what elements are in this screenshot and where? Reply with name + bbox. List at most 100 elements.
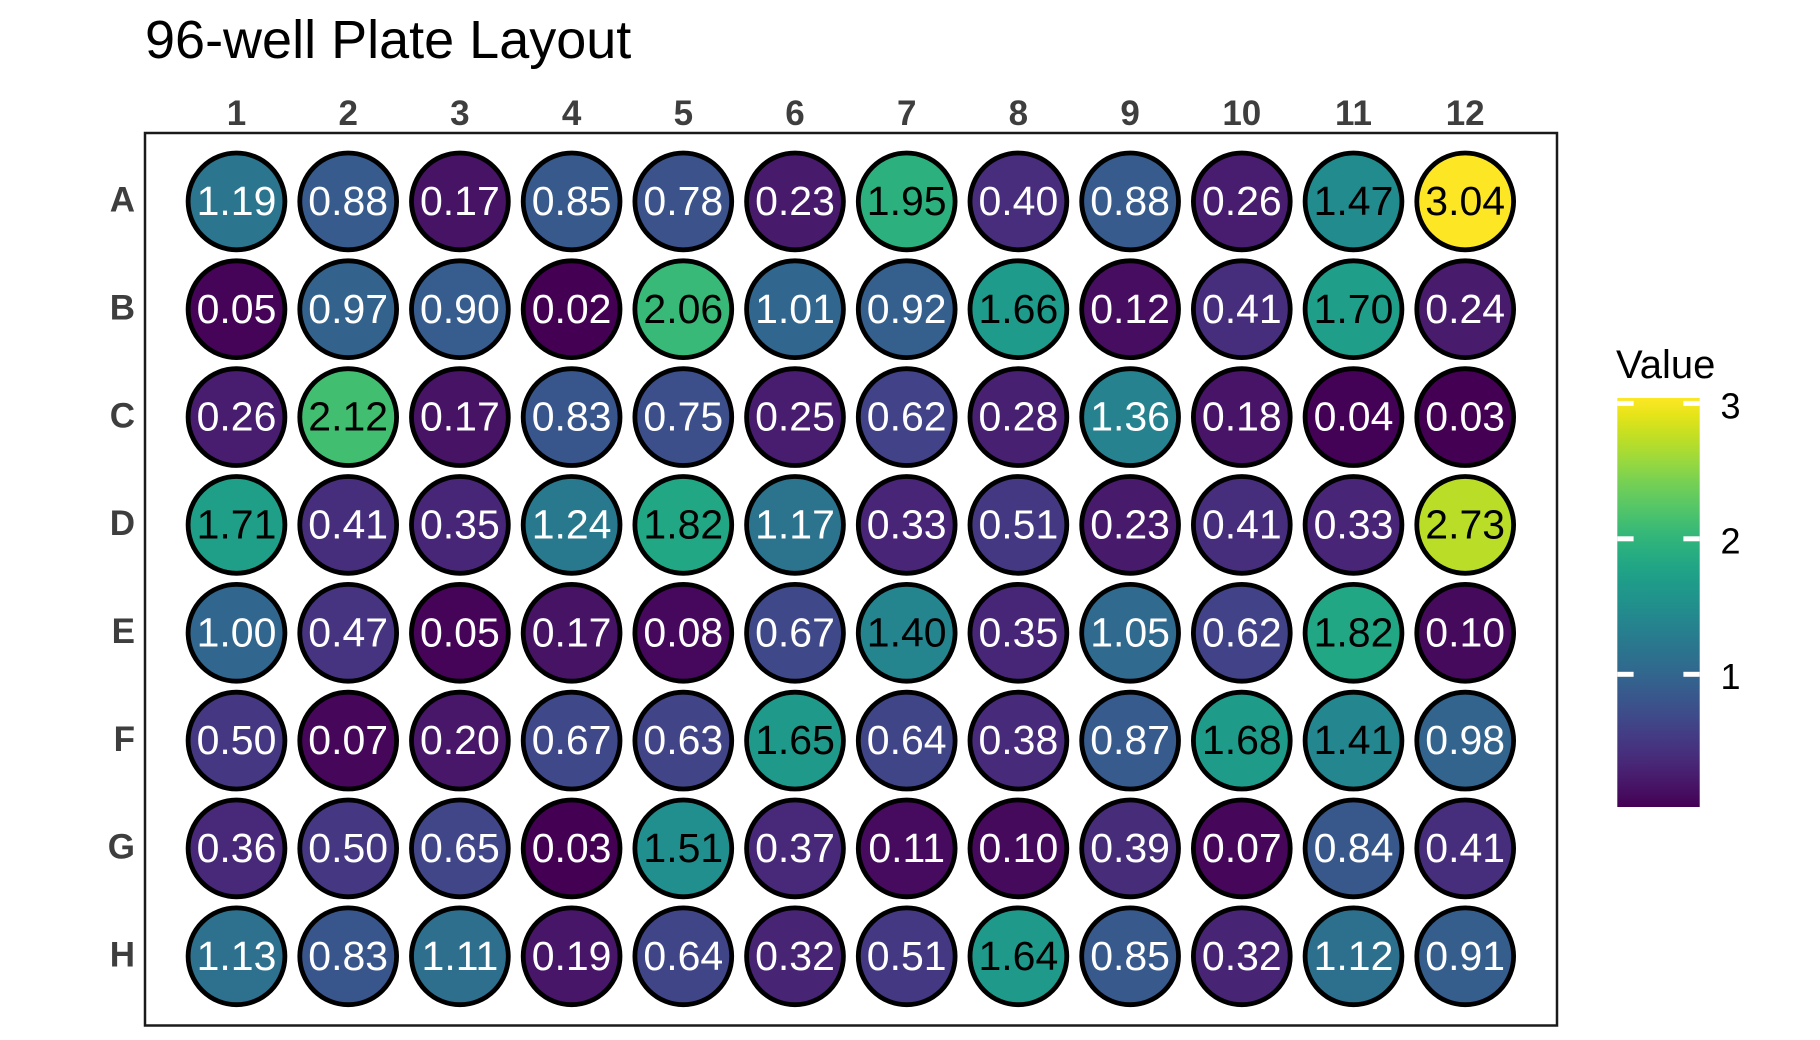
svg-text:0.03: 0.03 <box>532 825 612 871</box>
svg-text:3: 3 <box>450 94 469 133</box>
svg-text:0.10: 0.10 <box>978 825 1058 871</box>
svg-text:0.04: 0.04 <box>1314 394 1394 440</box>
svg-text:0.88: 0.88 <box>308 178 388 224</box>
svg-text:E: E <box>112 612 135 651</box>
svg-text:0.62: 0.62 <box>1202 609 1282 655</box>
svg-text:6: 6 <box>785 94 804 133</box>
svg-text:2: 2 <box>338 94 357 133</box>
svg-text:0.32: 0.32 <box>755 933 835 979</box>
svg-text:1.66: 1.66 <box>978 286 1058 332</box>
svg-text:0.41: 0.41 <box>1202 286 1282 332</box>
svg-text:3: 3 <box>1721 385 1741 426</box>
svg-text:G: G <box>108 828 135 867</box>
svg-text:0.84: 0.84 <box>1314 825 1394 871</box>
svg-text:0.05: 0.05 <box>197 286 277 332</box>
svg-text:1.24: 1.24 <box>532 502 612 548</box>
svg-text:1.13: 1.13 <box>197 933 277 979</box>
svg-text:0.18: 0.18 <box>1202 394 1282 440</box>
svg-text:0.26: 0.26 <box>197 394 277 440</box>
svg-text:5: 5 <box>674 94 693 133</box>
svg-text:0.85: 0.85 <box>1090 933 1170 979</box>
svg-text:D: D <box>110 504 135 543</box>
svg-text:9: 9 <box>1120 94 1139 133</box>
svg-text:1.70: 1.70 <box>1314 286 1394 332</box>
svg-text:7: 7 <box>897 94 916 133</box>
svg-text:0.63: 0.63 <box>643 717 723 763</box>
svg-text:0.41: 0.41 <box>1202 502 1282 548</box>
svg-text:0.83: 0.83 <box>308 933 388 979</box>
svg-text:H: H <box>110 936 135 975</box>
svg-text:0.17: 0.17 <box>532 609 612 655</box>
svg-text:0.23: 0.23 <box>1090 502 1170 548</box>
svg-text:0.12: 0.12 <box>1090 286 1170 332</box>
svg-text:0.83: 0.83 <box>532 394 612 440</box>
svg-text:0.87: 0.87 <box>1090 717 1170 763</box>
svg-text:C: C <box>110 396 135 435</box>
svg-text:0.78: 0.78 <box>643 178 723 224</box>
svg-text:2: 2 <box>1721 521 1741 562</box>
svg-text:0.62: 0.62 <box>867 394 947 440</box>
svg-text:0.24: 0.24 <box>1425 286 1505 332</box>
svg-text:0.07: 0.07 <box>308 717 388 763</box>
svg-text:10: 10 <box>1222 94 1261 133</box>
svg-text:2.12: 2.12 <box>308 394 388 440</box>
svg-text:12: 12 <box>1446 94 1485 133</box>
svg-text:Value: Value <box>1616 343 1715 387</box>
svg-text:0.39: 0.39 <box>1090 825 1170 871</box>
svg-text:1.36: 1.36 <box>1090 394 1170 440</box>
svg-text:0.92: 0.92 <box>867 286 947 332</box>
svg-text:0.23: 0.23 <box>755 178 835 224</box>
svg-text:0.88: 0.88 <box>1090 178 1170 224</box>
svg-text:4: 4 <box>562 94 582 133</box>
svg-text:0.41: 0.41 <box>1425 825 1505 871</box>
svg-text:0.35: 0.35 <box>978 609 1058 655</box>
svg-text:0.19: 0.19 <box>532 933 612 979</box>
svg-text:11: 11 <box>1335 94 1372 133</box>
svg-text:0.64: 0.64 <box>867 717 947 763</box>
svg-text:0.75: 0.75 <box>643 394 723 440</box>
svg-text:0.37: 0.37 <box>755 825 835 871</box>
svg-text:0.40: 0.40 <box>978 178 1058 224</box>
svg-text:0.41: 0.41 <box>308 502 388 548</box>
svg-text:1: 1 <box>227 94 246 133</box>
svg-text:1.65: 1.65 <box>755 717 835 763</box>
svg-text:1.05: 1.05 <box>1090 609 1170 655</box>
svg-text:1: 1 <box>1721 656 1741 697</box>
svg-text:1.71: 1.71 <box>197 502 277 548</box>
svg-text:0.33: 0.33 <box>867 502 947 548</box>
svg-text:0.90: 0.90 <box>420 286 500 332</box>
svg-text:3.04: 3.04 <box>1425 178 1505 224</box>
svg-text:0.97: 0.97 <box>308 286 388 332</box>
svg-text:1.82: 1.82 <box>1314 609 1394 655</box>
svg-text:2.06: 2.06 <box>643 286 723 332</box>
svg-text:0.50: 0.50 <box>308 825 388 871</box>
svg-text:0.17: 0.17 <box>420 394 500 440</box>
svg-text:0.47: 0.47 <box>308 609 388 655</box>
svg-text:1.12: 1.12 <box>1314 933 1394 979</box>
svg-text:0.28: 0.28 <box>978 394 1058 440</box>
svg-text:0.85: 0.85 <box>532 178 612 224</box>
svg-text:0.08: 0.08 <box>643 609 723 655</box>
svg-text:A: A <box>110 181 135 220</box>
svg-text:0.51: 0.51 <box>978 502 1058 548</box>
svg-text:0.32: 0.32 <box>1202 933 1282 979</box>
svg-text:1.95: 1.95 <box>867 178 947 224</box>
svg-text:1.82: 1.82 <box>643 502 723 548</box>
svg-text:0.50: 0.50 <box>197 717 277 763</box>
svg-text:96-well Plate Layout: 96-well Plate Layout <box>145 10 631 70</box>
svg-text:0.36: 0.36 <box>197 825 277 871</box>
svg-text:0.64: 0.64 <box>643 933 723 979</box>
svg-text:0.67: 0.67 <box>755 609 835 655</box>
svg-text:0.91: 0.91 <box>1425 933 1505 979</box>
svg-text:1.01: 1.01 <box>755 286 835 332</box>
svg-text:0.51: 0.51 <box>867 933 947 979</box>
svg-text:0.25: 0.25 <box>755 394 835 440</box>
svg-text:1.51: 1.51 <box>643 825 723 871</box>
svg-text:0.65: 0.65 <box>420 825 500 871</box>
svg-text:2.73: 2.73 <box>1425 502 1505 548</box>
svg-text:0.38: 0.38 <box>978 717 1058 763</box>
svg-text:1.19: 1.19 <box>197 178 277 224</box>
svg-text:0.35: 0.35 <box>420 502 500 548</box>
svg-text:0.02: 0.02 <box>532 286 612 332</box>
svg-text:0.20: 0.20 <box>420 717 500 763</box>
